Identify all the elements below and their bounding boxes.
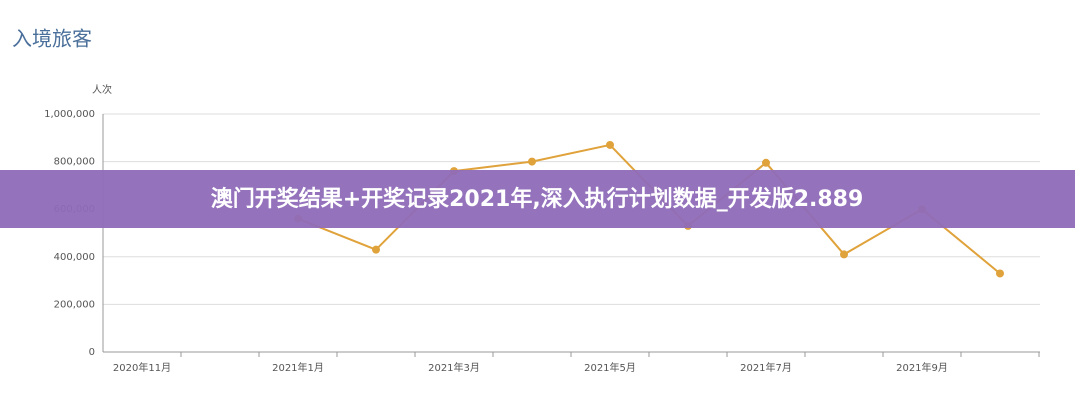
y-tick-label: 800,000 [54,157,95,168]
y-axis-label: 人次 [92,83,112,96]
chart-title: 入境旅客 [12,27,92,51]
x-tick-label: 2021年1月 [272,361,324,374]
data-point [606,140,614,149]
banner-text: 澳门开奖结果+开奖记录2021年,深入执行计划数据_开发版2.889 [211,186,864,212]
y-tick-label: 1,000,000 [44,109,95,120]
banner [0,170,1075,228]
y-tick-label: 200,000 [54,299,95,310]
x-tick-label: 2021年9月 [896,361,948,374]
x-tick-label: 2021年5月 [584,361,636,374]
data-point [996,269,1004,278]
x-tick-label: 2021年3月 [428,361,480,374]
x-tick-label: 2020年11月 [113,361,171,374]
y-tick-label: 0 [89,347,95,358]
data-point [528,157,536,166]
data-point [840,250,848,259]
x-tick-label: 2021年7月 [740,361,792,374]
data-point [372,245,380,254]
y-tick-label: 400,000 [54,252,95,263]
plot-area: 0200,000400,000600,000800,0001,000,00020… [44,109,1040,374]
data-point [762,158,770,167]
